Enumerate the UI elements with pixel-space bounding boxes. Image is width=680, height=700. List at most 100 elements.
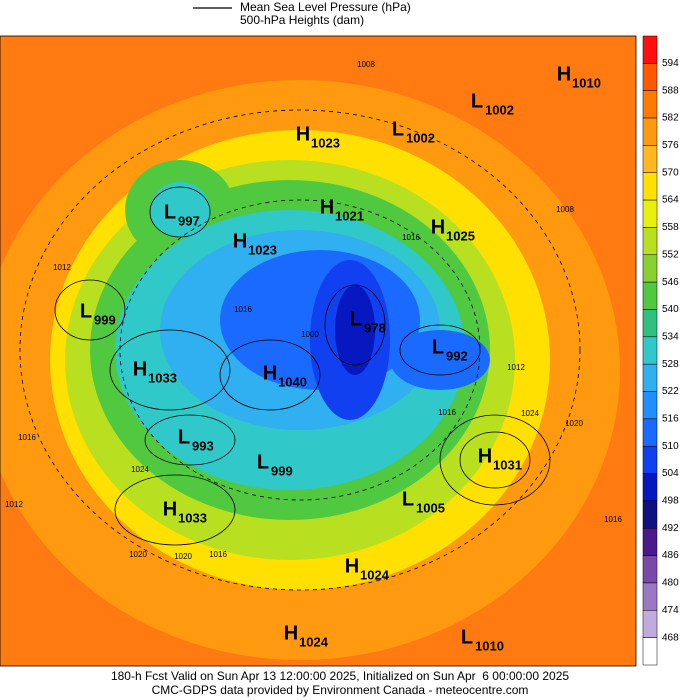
colorbar-block <box>642 336 658 365</box>
colorbar-label: 498 <box>662 496 679 507</box>
colorbar-block <box>642 227 658 256</box>
colorbar-block <box>642 309 658 338</box>
contour-label: 1024 <box>521 409 539 418</box>
legend-label: 500-hPa Heights (dam) <box>240 13 364 27</box>
footer-line: 180-h Fcst Valid on Sun Apr 13 12:00:00 … <box>111 669 569 683</box>
center-pressure: 999 <box>271 463 293 478</box>
center-letter: H <box>284 622 298 644</box>
center-letter: H <box>263 362 277 384</box>
colorbar-label: 540 <box>662 304 679 315</box>
colorbar-block <box>642 637 658 666</box>
center-pressure: 1010 <box>475 638 504 653</box>
contour-label: 1020 <box>174 552 192 561</box>
colorbar-label: 522 <box>662 386 679 397</box>
contour-label: 1016 <box>604 515 622 524</box>
colorbar-label: 468 <box>662 632 679 643</box>
colorbar-block <box>642 172 658 201</box>
colorbar-label: 564 <box>662 195 679 206</box>
center-letter: L <box>432 336 444 358</box>
colorbar-label: 528 <box>662 359 679 370</box>
contour-label: 1016 <box>402 233 420 242</box>
colorbar-label: 546 <box>662 277 679 288</box>
center-pressure: 1002 <box>485 102 514 117</box>
legend-label: Mean Sea Level Pressure (hPa) <box>240 0 411 14</box>
map <box>0 36 636 666</box>
center-letter: L <box>164 201 176 223</box>
center-letter: H <box>296 123 310 145</box>
colorbar-label: 570 <box>662 167 679 178</box>
center-pressure: 1021 <box>335 208 364 223</box>
colorbar-label: 558 <box>662 222 679 233</box>
colorbar-block <box>642 199 658 228</box>
colorbar-block <box>642 391 658 420</box>
center-letter: L <box>350 308 362 330</box>
contour-label: 1020 <box>129 550 147 559</box>
colorbar-label: 510 <box>662 441 679 452</box>
colorbar-label: 480 <box>662 578 679 589</box>
center-letter: H <box>478 445 492 467</box>
center-pressure: 997 <box>178 213 200 228</box>
contour-label: 1008 <box>556 205 574 214</box>
center-letter: H <box>431 216 445 238</box>
colorbar-block <box>642 473 658 502</box>
colorbar-block <box>642 582 658 611</box>
contour-label: 1012 <box>53 263 71 272</box>
center-letter: H <box>133 358 147 380</box>
center-pressure: 992 <box>446 348 468 363</box>
contour-label: 1012 <box>507 363 525 372</box>
colorbar-label: 504 <box>662 468 679 479</box>
colorbar-block <box>642 117 658 146</box>
contour-label: 1024 <box>131 465 149 474</box>
contour-label: 1012 <box>5 500 23 509</box>
colorbar-label: 552 <box>662 249 679 260</box>
colorbar-block <box>642 555 658 584</box>
colorbar-label: 474 <box>662 605 679 616</box>
center-letter: L <box>178 426 190 448</box>
center-letter: L <box>402 488 414 510</box>
center-pressure: 978 <box>364 320 386 335</box>
colorbar-label: 492 <box>662 523 679 534</box>
footer-line: CMC-GDPS data provided by Environment Ca… <box>152 683 529 697</box>
colorbar-block <box>642 63 658 91</box>
colorbar-block <box>642 145 658 173</box>
center-pressure: 1024 <box>360 567 390 582</box>
colorbar-label: 588 <box>662 85 679 96</box>
contour-label: 1000 <box>301 330 319 339</box>
center-letter: H <box>163 498 177 520</box>
center-pressure: 1033 <box>178 510 207 525</box>
contour-label: 1008 <box>357 60 375 69</box>
center-pressure: 1010 <box>572 75 601 90</box>
colorbar-block <box>642 363 658 392</box>
center-letter: L <box>471 90 483 112</box>
colorbar-block <box>642 528 658 556</box>
center-letter: L <box>80 300 92 322</box>
center-pressure: 1023 <box>311 135 340 150</box>
colorbar-label: 516 <box>662 414 679 425</box>
contour-label: 1020 <box>565 419 583 428</box>
colorbar-label: 594 <box>662 58 679 69</box>
center-pressure: 1033 <box>148 370 177 385</box>
center-pressure: 1023 <box>248 242 277 257</box>
center-pressure: 1040 <box>278 374 307 389</box>
center-pressure: 1002 <box>406 130 435 145</box>
center-letter: H <box>320 196 334 218</box>
colorbar-block <box>642 90 658 119</box>
colorbar-block <box>642 610 658 638</box>
center-pressure: 1005 <box>416 500 445 515</box>
colorbar-label: 582 <box>662 113 679 124</box>
contour-label: 1016 <box>18 433 36 442</box>
contour-label: 1016 <box>438 408 456 417</box>
center-pressure: 1031 <box>493 457 522 472</box>
center-letter: L <box>257 451 269 473</box>
center-letter: H <box>557 63 571 85</box>
colorbar-block <box>642 418 658 447</box>
center-pressure: 1025 <box>446 228 475 243</box>
center-letter: L <box>461 626 473 648</box>
colorbar-label: 486 <box>662 550 679 561</box>
colorbar-block <box>642 281 658 310</box>
center-letter: H <box>233 230 247 252</box>
center-pressure: 993 <box>192 438 214 453</box>
colorbar-block <box>642 254 658 283</box>
colorbar-label: 576 <box>662 140 679 151</box>
